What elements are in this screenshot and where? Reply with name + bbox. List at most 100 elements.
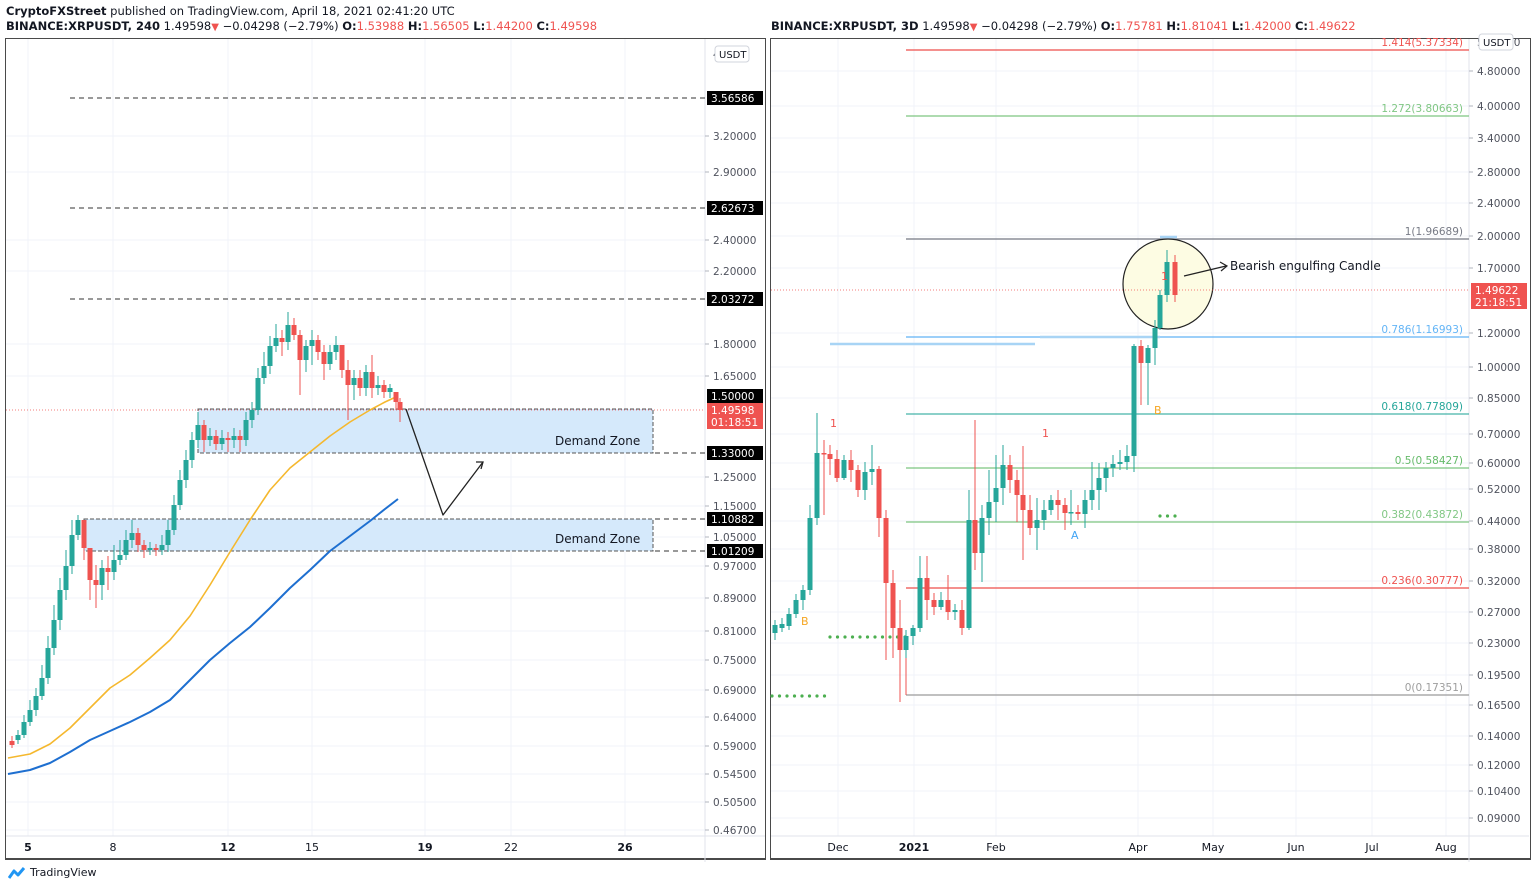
level-price-tag [707, 389, 763, 403]
level-price-tag-label: 1.50000 [711, 391, 754, 403]
candle [315, 335, 321, 360]
candle [333, 336, 339, 360]
unit-badge[interactable] [1478, 33, 1514, 51]
candle-body [117, 555, 123, 560]
candle [123, 530, 129, 560]
candle [51, 605, 57, 655]
candle [81, 520, 87, 560]
publisher-line: CryptoFXStreet published on TradingView.… [6, 4, 455, 18]
candle-body [147, 548, 153, 550]
candle [27, 700, 33, 726]
candle [153, 544, 159, 556]
candle [855, 465, 861, 497]
candle-body [315, 340, 321, 352]
candle-body [931, 600, 937, 607]
y-tick-label: 0.27000 [1477, 607, 1520, 619]
unit-badge-label: USDT [1483, 38, 1511, 49]
dot-marker [777, 694, 782, 698]
author-name[interactable]: CryptoFXStreet [6, 4, 107, 18]
dot-marker [785, 694, 789, 698]
candle [1014, 470, 1020, 522]
candle [183, 450, 189, 488]
candle-body [1014, 480, 1020, 495]
candle [945, 575, 951, 620]
candle-body [1131, 346, 1137, 456]
candle-body [21, 722, 27, 735]
candle-body [1082, 500, 1088, 514]
dot-marker [807, 694, 812, 698]
candle-body [890, 583, 896, 628]
brand-name[interactable]: TradingView [30, 866, 97, 879]
annotation-arrow-icon [1183, 261, 1229, 277]
signal-marker: B [1154, 404, 1162, 417]
candle-body [123, 540, 129, 555]
candle-body [1096, 478, 1102, 490]
candle-body [333, 345, 339, 352]
candle-body [1027, 510, 1033, 528]
candle-body [972, 520, 978, 553]
candle-body [848, 460, 854, 470]
candle [261, 352, 267, 384]
tradingview-logo-icon [8, 866, 26, 879]
candle [177, 470, 183, 510]
y-tick-label: 0.75000 [713, 655, 756, 667]
candle-body [357, 378, 363, 388]
candle [243, 412, 249, 446]
level-price-tag-label: 2.03272 [711, 294, 754, 306]
signal-marker: A [1071, 529, 1079, 542]
candle [117, 540, 123, 565]
candle [897, 600, 903, 702]
candle-body [1110, 464, 1116, 468]
right-close: 1.49622 [1308, 19, 1356, 33]
candle [39, 665, 45, 700]
candle-body [309, 340, 315, 346]
candle-body [381, 385, 387, 392]
y-tick-label: 0.09000 [1477, 813, 1520, 825]
dot-marker [800, 694, 804, 698]
level-price-tag [707, 512, 763, 526]
candle [1172, 255, 1178, 302]
fib-level-label: 0.618(0.77809) [1381, 401, 1463, 413]
candle [339, 345, 345, 378]
candle-body [397, 402, 403, 410]
candle [848, 450, 854, 482]
y-tick-label: 0.38000 [1477, 544, 1520, 556]
current-price-tag [1471, 283, 1527, 309]
candle [883, 510, 889, 660]
level-price-tag-label: 1.33000 [711, 448, 754, 460]
y-tick-label: 0.64000 [713, 712, 756, 724]
y-tick-label: 0.14000 [1477, 731, 1520, 743]
level-price-tag [707, 292, 763, 306]
fib-level-label: 0.5(0.58427) [1395, 455, 1463, 467]
dot-marker [815, 694, 819, 698]
candle [1145, 345, 1151, 405]
candle [141, 540, 147, 558]
dot-marker [770, 694, 774, 698]
candle [917, 556, 923, 632]
candle-body [387, 388, 393, 392]
candle-body [814, 453, 820, 518]
candle [924, 556, 930, 620]
candle-body [869, 469, 875, 472]
fib-level-label: 0.236(0.30777) [1381, 575, 1463, 587]
y-tick-label: 1.00000 [1477, 362, 1520, 374]
x-tick-label: 19 [417, 841, 432, 854]
y-tick-label: 2.40000 [713, 235, 756, 247]
candle-body [1172, 262, 1178, 295]
candle [195, 412, 201, 448]
candle-body [841, 460, 847, 478]
level-price-tag-label: 3.56586 [711, 93, 755, 105]
candle-body [255, 378, 261, 410]
candle [213, 430, 219, 450]
y-tick-label: 0.97000 [713, 561, 756, 573]
unit-badge[interactable] [714, 45, 750, 63]
dot-marker [873, 635, 877, 639]
candle [345, 360, 351, 420]
dot-marker [850, 635, 855, 639]
level-price-tag-label: 2.62673 [711, 203, 754, 215]
demand-zone-1[interactable] [197, 408, 654, 454]
demand-zone-2[interactable] [83, 518, 654, 552]
right-chart-panel[interactable] [770, 38, 1531, 860]
dot-marker [828, 635, 832, 639]
